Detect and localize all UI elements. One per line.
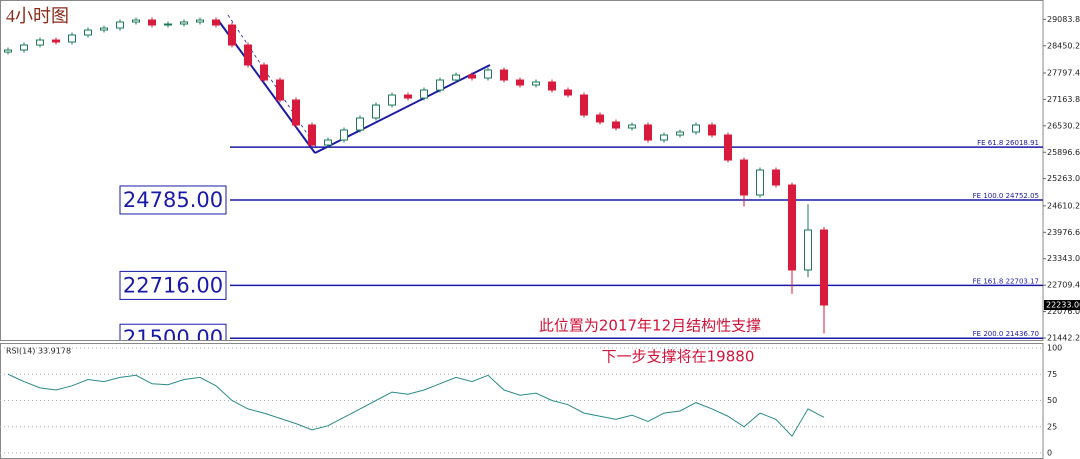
level-box (119, 323, 227, 340)
candle-body (756, 169, 764, 196)
trend-line (227, 14, 319, 151)
rsi-tick-label: 25 (1047, 422, 1057, 431)
rsi-tick-label: 50 (1047, 396, 1057, 405)
rsi-tick-label: 100 (1047, 344, 1062, 353)
candle-body (212, 19, 220, 26)
candle-body (484, 69, 492, 79)
rsi-title: RSI(14) 33.9178 (6, 347, 71, 356)
candle-body (452, 74, 460, 81)
level-box (119, 270, 227, 300)
price-marker (1044, 300, 1080, 311)
y-tick-label: 25896.60 (1047, 148, 1080, 157)
candle-body (564, 89, 572, 96)
candle-body (4, 49, 12, 53)
rsi-tick-label: 0 (1047, 449, 1052, 458)
candle-body (164, 23, 172, 26)
candle-body (148, 19, 156, 26)
rsi-line (7, 373, 825, 438)
level-label: FE 200.0 21436.70 (973, 330, 1039, 338)
level-box-label: 21500.00 (123, 326, 223, 350)
candle-body (692, 124, 700, 133)
y-tick-label: 21442.20 (1047, 333, 1080, 342)
y-tick-label: 23343.00 (1047, 254, 1080, 263)
candle-body (420, 89, 428, 99)
candle-body (292, 99, 300, 126)
y-tick-label: 27163.80 (1047, 95, 1080, 104)
candle-body (644, 124, 652, 141)
main-frame (0, 0, 1044, 341)
candle-body (628, 124, 636, 129)
candle-body (308, 124, 316, 146)
level-box-label: 24785.00 (123, 188, 223, 212)
candle-body (84, 29, 92, 36)
candle-body (708, 124, 716, 136)
y-tick-label: 26530.20 (1047, 121, 1080, 130)
candle-body (580, 94, 588, 116)
candle-body (596, 114, 604, 123)
level-label: FE 161.8 22703.17 (973, 277, 1039, 285)
candle-body (740, 159, 748, 196)
candle-body (788, 184, 796, 271)
candle-body (500, 69, 508, 81)
annotation: 下一步支撑将在19880 (602, 348, 755, 366)
candle-body (260, 64, 268, 81)
rsi-tick-label: 75 (1047, 370, 1057, 379)
candle-body (68, 34, 76, 43)
candle-body (516, 79, 524, 86)
candle-body (180, 21, 188, 25)
candle-body (276, 79, 284, 101)
candle-body (388, 94, 396, 106)
y-tick-label: 27797.40 (1047, 68, 1080, 77)
level-label: FE 61.8 26018.91 (977, 139, 1039, 147)
candle-body (196, 19, 204, 23)
candle-body (468, 74, 476, 79)
candle-body (724, 134, 732, 161)
candle-body (804, 229, 812, 271)
candle-body (436, 79, 444, 91)
candle-body (52, 39, 60, 43)
candle-body (676, 131, 684, 136)
candle-body (132, 19, 140, 23)
annotation: 此位置为2017年12月结构性支撑 (539, 317, 761, 335)
candle-body (356, 117, 364, 131)
candle-body (820, 229, 828, 306)
candle-body (228, 24, 236, 46)
y-tick-label: 25263.00 (1047, 174, 1080, 183)
candle-body (404, 94, 412, 99)
candle-body (116, 21, 124, 29)
y-tick-label: 22076.00 (1047, 307, 1080, 316)
candle-body (612, 121, 620, 129)
candle-body (548, 81, 556, 91)
price-label: 22233.00 (1046, 301, 1080, 310)
y-tick-label: 22709.40 (1047, 281, 1080, 290)
level-box-label: 22716.00 (123, 273, 223, 297)
chart-title: 4小时图 (6, 6, 69, 26)
main-panel: FE 61.8 26018.91 FE 100.0 24752.05 FE 161.… (4, 14, 1043, 350)
candle-body (20, 44, 28, 51)
candle-body (660, 134, 668, 141)
y-tick-label: 23976.60 (1047, 228, 1080, 237)
candle-body (244, 44, 252, 66)
candle-body (324, 139, 332, 146)
candle-body (772, 169, 780, 186)
y-tick-label: 24610.20 (1047, 201, 1080, 210)
level-box (119, 185, 227, 215)
candle-body (532, 81, 540, 86)
y-tick-label: 28450.20 (1047, 41, 1080, 50)
candle-body (372, 104, 380, 119)
candle-body (100, 27, 108, 31)
candle-body (36, 39, 44, 46)
level-label: FE 100.0 24752.05 (973, 192, 1039, 200)
y-tick-label: 29083.80 (1047, 15, 1080, 24)
candle-body (340, 129, 348, 141)
